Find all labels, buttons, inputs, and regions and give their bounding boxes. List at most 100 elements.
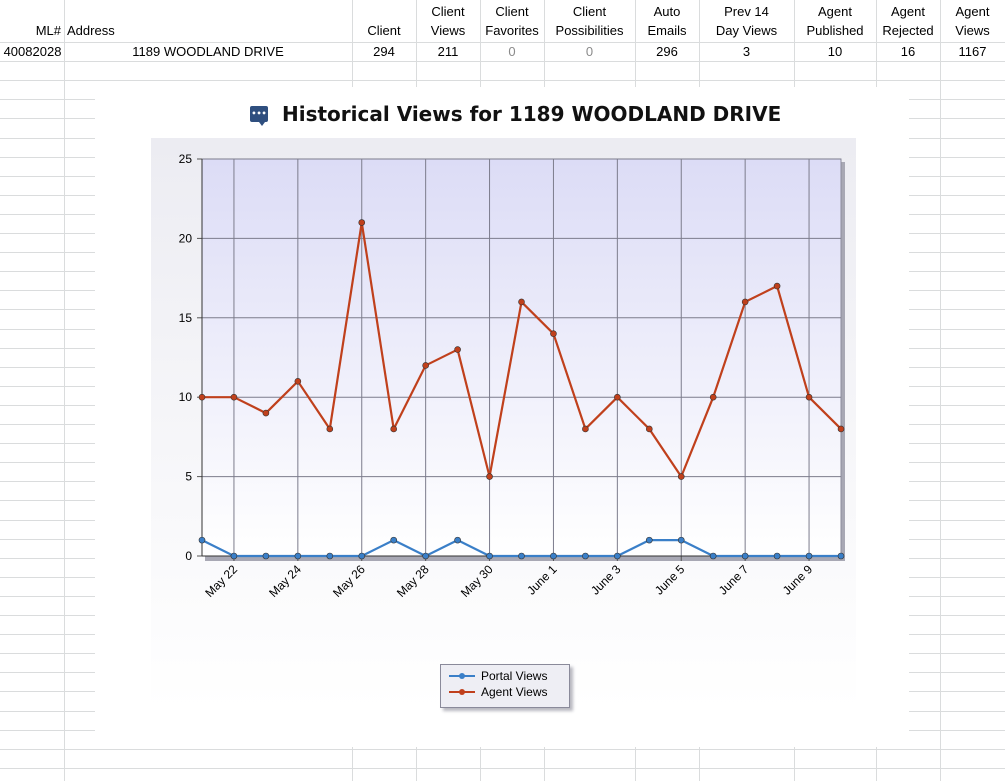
col-header-prev14: Prev 14 Day Views (699, 0, 794, 42)
col-header-client-possibilities-l2: Possibilities (555, 23, 624, 38)
data-point-agent (326, 425, 334, 433)
cell-prev14[interactable]: 3 (742, 44, 751, 59)
col-header-prev14-l2: Day Views (715, 23, 778, 38)
data-point-portal (645, 536, 653, 544)
data-point-portal (741, 552, 749, 560)
data-point-agent (198, 393, 206, 401)
cell-agent-rejected[interactable]: 16 (900, 44, 916, 59)
legend-label-agent: Agent Views (481, 685, 548, 699)
col-header-agent-rejected: Agent Rejected (876, 0, 940, 42)
col-header-agent-rejected-l1: Agent (891, 4, 925, 19)
cell-client[interactable]: 294 (373, 44, 395, 59)
data-point-agent (741, 298, 749, 306)
data-point-agent (773, 282, 781, 290)
data-point-portal (709, 552, 717, 560)
data-point-portal (454, 536, 461, 544)
legend-item-agent: Agent Views (449, 684, 548, 700)
data-point-agent (582, 425, 589, 433)
data-point-portal (390, 536, 398, 544)
col-header-client-favorites-l2: Favorites (485, 23, 539, 38)
legend-item-portal: Portal Views (449, 668, 547, 684)
data-point-agent (486, 473, 493, 480)
data-point-portal (198, 536, 206, 544)
col-header-client-views-l2: Views (430, 23, 466, 38)
chart-title-text: Historical Views for 1189 WOODLAND DRIVE (282, 102, 782, 126)
chart-series (198, 219, 845, 560)
col-header-agent-published: Agent Published (794, 0, 876, 42)
plot-area (201, 158, 842, 557)
col-header-prev14-l1: Prev 14 (724, 4, 769, 19)
col-header-agent-published-l2: Published (806, 23, 864, 38)
data-point-agent (422, 362, 429, 369)
data-point-agent (677, 473, 685, 480)
data-point-agent (390, 425, 398, 433)
col-header-agent-published-l1: Agent (818, 4, 852, 19)
y-tick-label: 20 (179, 231, 193, 245)
y-tick-label: 10 (179, 390, 193, 404)
cell-ml-number[interactable]: 40082028 (3, 44, 62, 59)
data-point-portal (582, 552, 589, 560)
cell-client-views[interactable]: 211 (437, 44, 459, 59)
data-point-portal (773, 552, 781, 560)
data-point-portal (230, 552, 238, 560)
data-point-agent (645, 425, 653, 433)
col-header-agent-views-l2: Views (955, 23, 990, 38)
cell-client-favorites[interactable]: 0 (508, 44, 516, 59)
y-tick-label: 0 (185, 549, 192, 563)
data-point-portal (326, 552, 334, 560)
chart-title: ••• Historical Views for 1189 WOODLAND D… (250, 100, 781, 128)
col-header-auto-emails-l1: Auto (653, 4, 681, 19)
col-header-agent-views: Agent Views (940, 0, 1005, 42)
y-tick-label: 25 (179, 152, 193, 166)
col-header-ml-text: ML# (35, 23, 61, 38)
data-point-portal (837, 552, 845, 560)
col-header-client-possibilities-l1: Client (572, 4, 607, 19)
data-point-portal (262, 552, 270, 560)
data-point-agent (358, 219, 366, 226)
legend-label-portal: Portal Views (481, 669, 548, 683)
col-header-ml: ML# (0, 0, 65, 42)
chart-legend: Portal Views Agent Views (440, 664, 570, 708)
col-header-client: Client (352, 0, 416, 42)
chat-bubble-icon: ••• (250, 106, 268, 126)
data-point-portal (518, 552, 525, 560)
legend-swatch-agent (449, 689, 475, 695)
data-point-agent (550, 330, 557, 337)
cell-auto-emails[interactable]: 296 (656, 44, 678, 59)
y-tick-label: 15 (179, 311, 193, 325)
col-header-client-favorites-l1: Client (495, 4, 529, 19)
data-point-agent (837, 425, 845, 433)
data-point-portal (677, 536, 685, 544)
data-point-portal (805, 552, 813, 560)
data-point-agent (709, 393, 717, 401)
data-point-agent (230, 393, 238, 401)
data-point-agent (805, 393, 813, 401)
cell-agent-published[interactable]: 10 (827, 44, 843, 59)
cell-client-possibilities[interactable]: 0 (585, 44, 594, 59)
legend-swatch-portal (449, 673, 475, 679)
data-point-portal (486, 552, 493, 560)
data-point-agent (454, 346, 461, 353)
col-header-client-l2: Client (367, 23, 401, 38)
col-header-client-possibilities: Client Possibilities (544, 0, 635, 42)
col-header-auto-emails-l2: Emails (647, 23, 687, 38)
cell-address[interactable]: 1189 WOODLAND DRIVE (132, 44, 284, 59)
data-point-agent (262, 409, 270, 417)
col-header-agent-rejected-l2: Rejected (882, 23, 934, 38)
col-header-address-text: Address (67, 23, 115, 38)
data-point-portal (614, 552, 621, 560)
col-header-client-favorites: Client Favorites (480, 0, 544, 42)
data-point-portal (422, 552, 429, 560)
cell-agent-views[interactable]: 1167 (958, 44, 987, 59)
data-point-portal (550, 552, 557, 560)
data-point-portal (358, 552, 366, 560)
data-point-agent (294, 378, 302, 385)
data-point-portal (294, 552, 302, 560)
y-tick-label: 5 (185, 470, 192, 484)
col-header-client-views-l1: Client (431, 4, 465, 19)
col-header-address: Address (64, 0, 264, 42)
data-point-agent (614, 393, 621, 401)
col-header-agent-views-l1: Agent (955, 4, 990, 19)
col-header-auto-emails: Auto Emails (635, 0, 699, 42)
